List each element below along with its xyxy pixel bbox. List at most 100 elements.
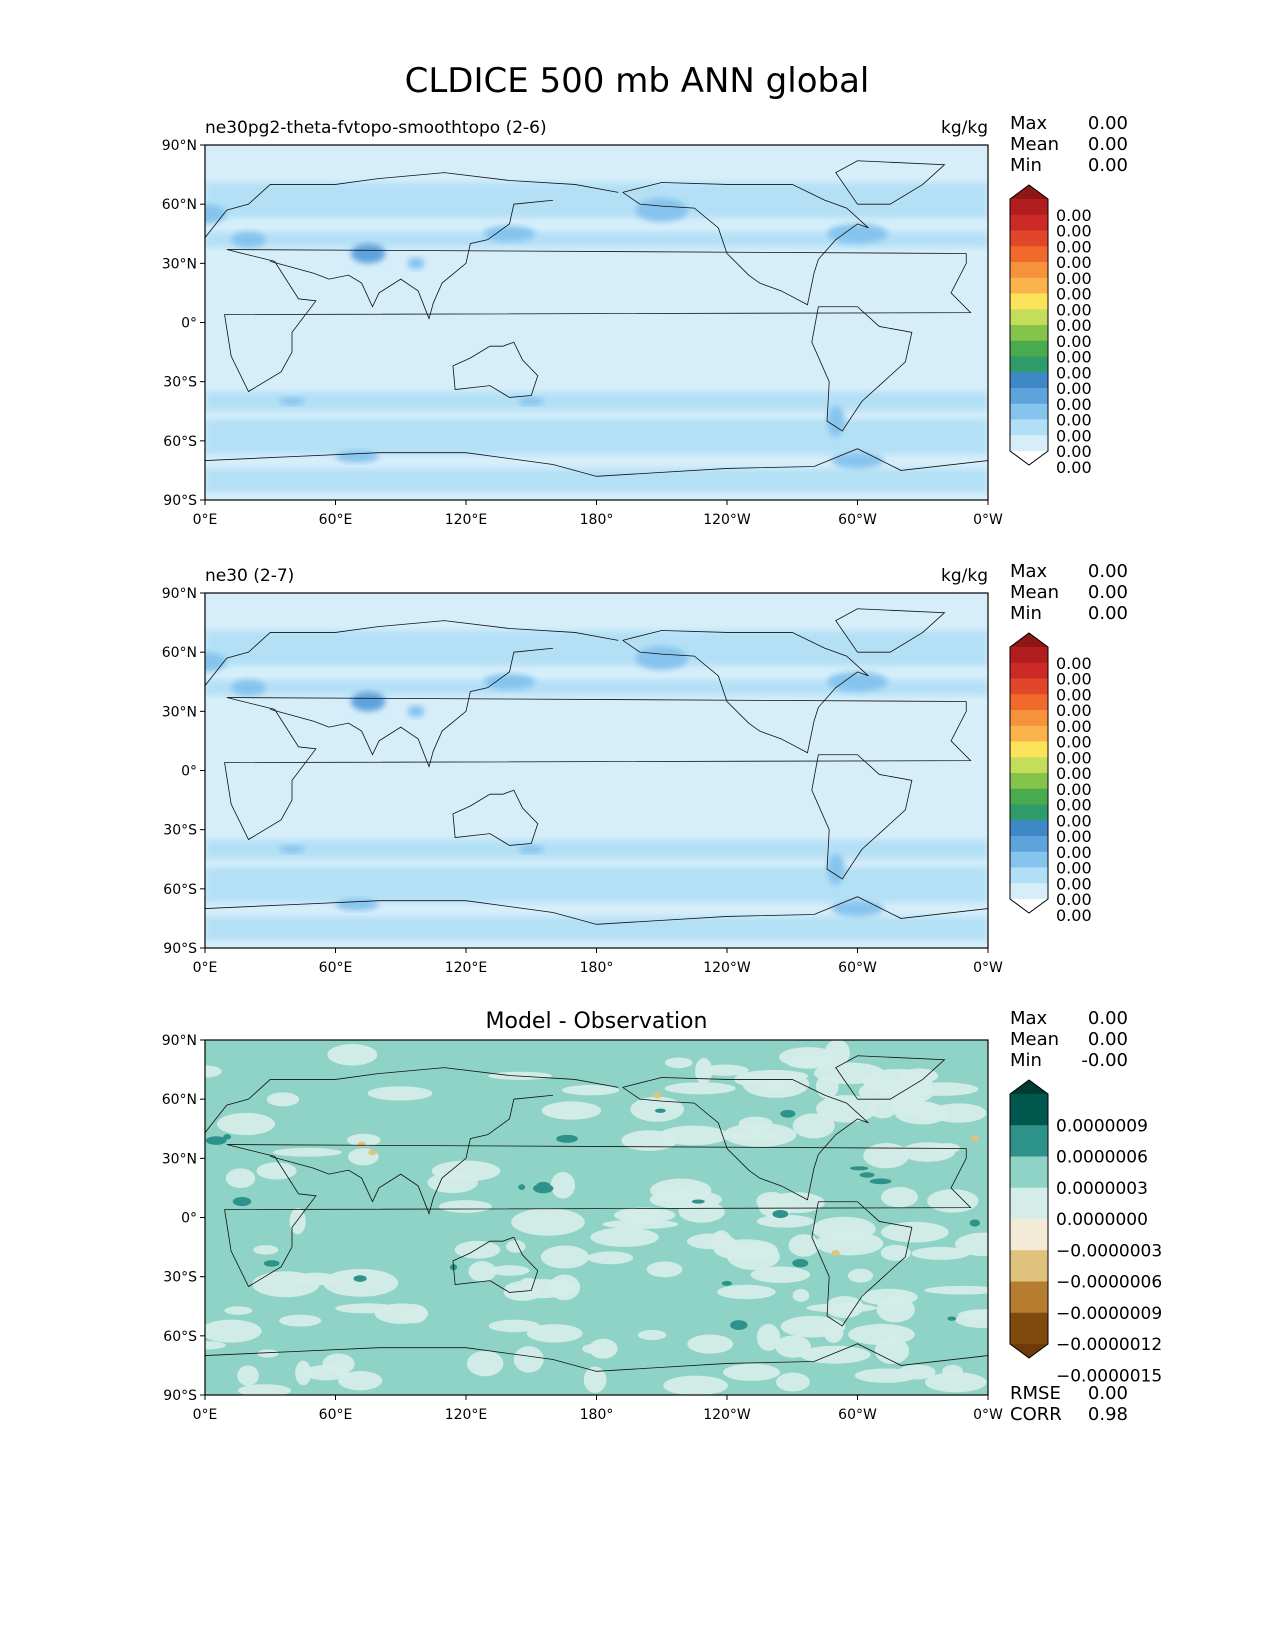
- anomaly-patch-neutral: [880, 1221, 949, 1243]
- panel-title: Model - Observation: [486, 1009, 708, 1034]
- colorbar-label: 0.00: [1056, 764, 1092, 783]
- stat-max-value: 0.00: [1088, 561, 1128, 582]
- colorbar-extend-max: [1010, 1080, 1048, 1094]
- colorbar-segment: [1010, 851, 1048, 868]
- cloud-ice-maximum: [483, 673, 536, 690]
- colorbar-label: 0.00: [1056, 717, 1092, 736]
- stat-corr-label: CORR: [1010, 1404, 1062, 1425]
- anomaly-patch-neutral: [775, 1372, 810, 1392]
- coastline: [205, 172, 619, 238]
- colorbar-extend-max: [1010, 633, 1048, 647]
- lat-tick-label: 90°S: [163, 493, 197, 509]
- colorbar-segment: [1010, 1219, 1048, 1251]
- coastline: [835, 160, 946, 205]
- coastline: [224, 1144, 972, 1288]
- anomaly-patch-positive: [205, 1136, 227, 1145]
- anomaly-patch-positive: [263, 1260, 280, 1267]
- anomaly-patch-negative: [653, 1092, 662, 1099]
- colorbar-label: 0.00: [1056, 206, 1092, 225]
- cloud-ice-maximum: [518, 397, 545, 406]
- cloud-ice-maximum: [827, 405, 845, 437]
- colorbar-label: 0.0000003: [1056, 1179, 1148, 1199]
- anomaly-patch-positive: [654, 1108, 666, 1113]
- colorbar-label: 0.00: [1056, 253, 1092, 272]
- anomaly-patch-neutral: [583, 1366, 607, 1393]
- cloud-ice-maximum: [335, 450, 379, 463]
- anomaly-patch-neutral: [454, 1240, 501, 1259]
- coastline: [205, 448, 988, 477]
- anomaly-patch-neutral: [738, 1116, 773, 1130]
- colorbar-label: −0.0000006: [1056, 1273, 1162, 1293]
- stat-mean-value: 0.00: [1088, 1029, 1128, 1050]
- stat-rmse-value: 0.00: [1088, 1383, 1128, 1404]
- anomaly-patch-neutral: [237, 1365, 259, 1386]
- storm-track-band: [205, 391, 988, 412]
- anomaly-patch-neutral: [431, 1160, 501, 1182]
- stat-max-label: Max: [1010, 561, 1048, 582]
- anomaly-patch-neutral: [513, 1346, 544, 1373]
- anomaly-patch-neutral: [806, 1303, 877, 1313]
- anomaly-patch-negative: [368, 1149, 377, 1156]
- colorbar-label: 0.00: [1056, 300, 1092, 319]
- anomaly-patch-neutral: [650, 1178, 712, 1203]
- colorbar-segment: [1010, 246, 1048, 263]
- storm-track-band: [205, 867, 988, 903]
- stat-mean-value: 0.00: [1088, 582, 1128, 603]
- panel-3: 90°N 60°N 30°N 0° 30°S 60°S 90°S 0°E 60°E 120°E 18…: [162, 1008, 1162, 1425]
- colorbar-label: 0.00: [1056, 395, 1092, 414]
- cloud-ice-maximum: [350, 243, 386, 264]
- cloud-ice-maximum: [635, 198, 688, 222]
- anomaly-patch-neutral: [687, 1233, 736, 1250]
- stat-corr-value: 0.98: [1088, 1404, 1128, 1425]
- lon-tick-label: 60°W: [838, 512, 877, 528]
- cloud-ice-maximum: [231, 679, 266, 696]
- anomaly-patch-neutral: [663, 1375, 728, 1395]
- anomaly-patch-neutral: [238, 1384, 292, 1395]
- colorbar: 0.0000009 0.0000006 0.0000003 0.0000000 −0.0…: [1009, 1079, 1162, 1386]
- cloud-ice-maximum: [278, 845, 306, 854]
- cloud-ice-maximum: [407, 257, 425, 270]
- lat-tick-label: 0°: [181, 764, 197, 780]
- colorbar-segment: [1010, 741, 1048, 758]
- anomaly-patch-neutral: [561, 1084, 620, 1096]
- anomaly-patch-neutral: [664, 1082, 736, 1095]
- cloud-ice-maximum: [205, 204, 227, 224]
- anomaly-patch-neutral: [924, 1285, 988, 1295]
- storm-track-band: [205, 468, 988, 493]
- colorbar-label: 0.00: [1056, 285, 1092, 304]
- coastline: [452, 341, 539, 398]
- coastline: [270, 1094, 554, 1215]
- anomaly-patch-neutral: [658, 1125, 729, 1146]
- colorbar-segment: [1010, 1312, 1048, 1345]
- anomaly-patch-neutral: [924, 1372, 987, 1393]
- colorbar-extend-max: [1010, 185, 1048, 199]
- anomaly-patch-neutral: [216, 1112, 276, 1136]
- colorbar-segment: [1010, 340, 1048, 357]
- anomaly-patch-neutral: [602, 1219, 679, 1229]
- anomaly-patch-neutral: [505, 1240, 526, 1253]
- lon-tick-label: 60°W: [838, 960, 877, 976]
- stat-rmse-label: RMSE: [1010, 1383, 1061, 1404]
- lon-tick-label: 60°E: [319, 960, 353, 976]
- colorbar-segment: [1010, 388, 1048, 405]
- anomaly-patch-neutral: [816, 1095, 878, 1123]
- panel-2: 90°N 60°N 30°N 0° 30°S 60°S 90°S 0°E 60°E 120°E 18…: [162, 561, 1128, 976]
- cloud-ice-maximum: [827, 853, 845, 885]
- anomaly-patch-neutral: [327, 1044, 378, 1066]
- anomaly-patch-neutral: [279, 1314, 322, 1327]
- lat-tick-label: 60°S: [163, 1329, 197, 1345]
- coastline: [205, 1067, 619, 1133]
- anomaly-patch-neutral: [880, 1244, 911, 1261]
- anomaly-patch-neutral: [847, 1268, 874, 1283]
- panel-title: ne30pg2-theta-fvtopo-smoothtopo (2-6): [205, 118, 547, 138]
- coastline: [622, 182, 869, 306]
- anomaly-patch-positive: [721, 1280, 732, 1286]
- colorbar-segment: [1010, 277, 1048, 294]
- colorbar-label: 0.00: [1056, 222, 1092, 241]
- lat-tick-label: 90°S: [163, 941, 197, 957]
- anomaly-patch-negative: [357, 1141, 366, 1148]
- lat-tick-label: 60°S: [163, 434, 197, 450]
- anomaly-patch-neutral: [779, 1047, 838, 1068]
- lon-tick-label: 180°: [580, 1407, 614, 1423]
- colorbar-label: 0.00: [1056, 442, 1092, 461]
